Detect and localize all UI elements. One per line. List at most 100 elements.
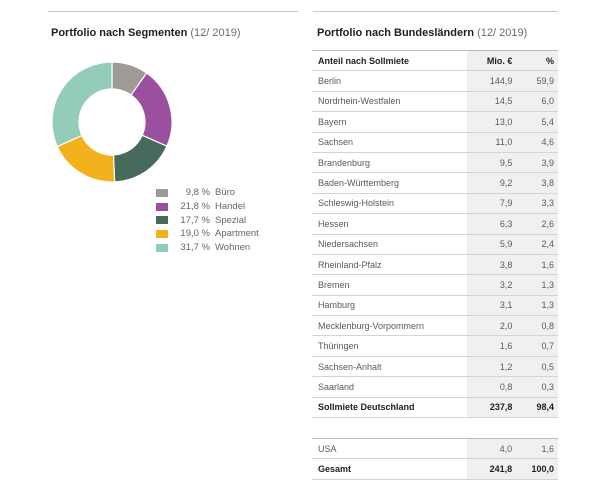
row-name: Bremen — [312, 274, 468, 296]
header-name: Anteil nach Sollmiete — [312, 49, 468, 72]
row-name: Thüringen — [312, 335, 468, 357]
states-title-text: Portfolio nach Bundesländern — [317, 27, 475, 39]
row-pct: 5,4 — [524, 111, 558, 133]
row-name: Sachsen — [312, 132, 468, 153]
table-row: Schleswig-Holstein 7,9 3,3 — [312, 193, 558, 215]
row-pct: 3,9 — [524, 152, 558, 174]
table-row: Saarland 0,8 0,3 — [312, 376, 558, 398]
legend-item: 21,8 % Handel — [156, 200, 259, 214]
row-pct: 0,5 — [524, 356, 558, 378]
row-pct: 98,4 — [524, 397, 558, 419]
row-pct: 0,8 — [524, 315, 558, 337]
table-row: Berlin 144,9 59,9 — [312, 70, 558, 92]
row-pct: 2,6 — [524, 213, 558, 235]
row-name: Hamburg — [312, 295, 468, 317]
donut-slice-spezial — [112, 134, 168, 183]
row-mio: 11,0 — [467, 132, 525, 153]
row-name: USA — [312, 437, 467, 460]
legend-percent: 9,8 % — [185, 187, 210, 199]
row-mio: 1,2 — [467, 356, 525, 378]
row-name: Schleswig-Holstein — [312, 193, 468, 215]
table-row: Thüringen 1,6 0,7 — [312, 335, 558, 357]
legend-label: Apartment — [215, 228, 259, 240]
table-row-total: Gesamt 241,8 100,0 — [312, 458, 558, 480]
row-pct: 0,7 — [524, 335, 558, 357]
states-table: Anteil nach Sollmiete Mio. € % Berlin 144… — [312, 49, 558, 419]
row-mio: 7,9 — [467, 193, 525, 215]
row-pct: 59,9 — [524, 70, 558, 92]
table-row-usa: USA 4,0 1,6 — [312, 437, 558, 460]
row-mio: 1,6 — [467, 335, 525, 357]
table-row: Sachsen 11,0 4,6 — [312, 132, 558, 153]
legend-swatch — [156, 216, 168, 225]
table-row: Niedersachsen 5,9 2,4 — [312, 234, 558, 255]
row-mio: 9,5 — [467, 152, 525, 174]
row-name: Rheinland-Pfalz — [312, 254, 468, 276]
legend-percent: 31,7 % — [180, 242, 210, 254]
legend-percent: 21,8 % — [180, 201, 210, 213]
row-mio: 241,8 — [466, 458, 525, 480]
states-title-date: (12/ 2019) — [477, 27, 528, 39]
row-name: Bayern — [312, 111, 468, 133]
table-row: Bremen 3,2 1,3 — [312, 274, 558, 296]
row-pct: 1,3 — [524, 274, 558, 296]
legend-item: 31,7 % Wohnen — [156, 241, 259, 255]
row-pct: 3,3 — [524, 193, 558, 215]
table-row-subtotal: Sollmiete Deutschland 237,8 98,4 — [312, 397, 558, 419]
legend-swatch — [156, 202, 168, 211]
row-mio: 237,8 — [467, 397, 525, 419]
row-name: Sollmiete Deutschland — [312, 397, 468, 419]
table-row: Baden-Württemberg 9,2 3,8 — [312, 172, 558, 194]
legend-label: Handel — [215, 201, 246, 213]
table-header-row: Anteil nach Sollmiete Mio. € % — [312, 49, 558, 72]
segments-title-text: Portfolio nach Segmenten — [51, 27, 188, 39]
row-pct: 1,6 — [524, 437, 558, 460]
row-mio: 5,9 — [467, 234, 525, 255]
table-row: Mecklenburg-Vorpommern 2,0 0,8 — [312, 315, 558, 337]
donut-slice-wohnen — [51, 61, 113, 148]
row-pct: 1,6 — [524, 254, 558, 276]
row-pct: 1,3 — [524, 295, 558, 317]
legend-swatch — [156, 229, 168, 238]
legend-item: 9,8 % Büro — [156, 186, 259, 200]
legend-percent: 17,7 % — [180, 214, 210, 226]
row-mio: 144,9 — [467, 70, 525, 92]
row-pct: 2,4 — [524, 234, 558, 255]
row-name: Mecklenburg-Vorpommern — [312, 315, 468, 337]
legend-percent: 19,0 % — [180, 228, 210, 240]
table-row: Nordrhein-Westfalen 14,5 6,0 — [312, 91, 558, 113]
table-row: Sachsen-Anhalt 1,2 0,5 — [312, 356, 558, 378]
row-mio: 9,2 — [467, 172, 525, 194]
legend-item: 17,7 % Spezial — [156, 213, 259, 227]
row-mio: 2,0 — [467, 315, 525, 337]
table-row: Hessen 6,3 2,6 — [312, 213, 558, 235]
table-row: Hamburg 3,1 1,3 — [312, 295, 558, 317]
row-name: Saarland — [312, 376, 468, 398]
row-pct: 100,0 — [524, 458, 558, 480]
table-row: Rheinland-Pfalz 3,8 1,6 — [312, 254, 558, 276]
row-mio: 13,0 — [467, 111, 525, 133]
legend-swatch — [156, 243, 168, 252]
legend-item: 19,0 % Apartment — [156, 227, 259, 241]
segments-title: Portfolio nach Segmenten (12/ 2019) — [51, 27, 241, 39]
row-name: Baden-Württemberg — [312, 172, 468, 194]
row-name: Berlin — [312, 70, 468, 92]
legend-swatch — [156, 188, 168, 197]
right-top-rule — [313, 11, 558, 12]
table-row: Brandenburg 9,5 3,9 — [312, 152, 558, 174]
legend-label: Wohnen — [215, 242, 251, 254]
header-pct: % — [524, 49, 558, 72]
legend-label: Spezial — [215, 214, 247, 226]
row-mio: 3,2 — [467, 274, 525, 296]
row-name: Nordrhein-Westfalen — [312, 91, 468, 113]
segments-legend: 9,8 % Büro 21,8 % Handel 17,7 % Spezial 19,0 %… — [156, 186, 259, 254]
row-pct: 0,3 — [524, 376, 558, 398]
row-name: Sachsen-Anhalt — [312, 356, 468, 378]
row-name: Niedersachsen — [312, 234, 468, 255]
states-title: Portfolio nach Bundesländern (12/ 2019) — [317, 27, 527, 39]
foreign-table: USA 4,0 1,6 Gesamt 241,8 100,0 — [312, 437, 558, 480]
legend-label: Büro — [215, 187, 236, 199]
row-name: Hessen — [312, 213, 468, 235]
segments-title-date: (12/ 2019) — [190, 27, 241, 39]
row-mio: 4,0 — [466, 437, 525, 460]
